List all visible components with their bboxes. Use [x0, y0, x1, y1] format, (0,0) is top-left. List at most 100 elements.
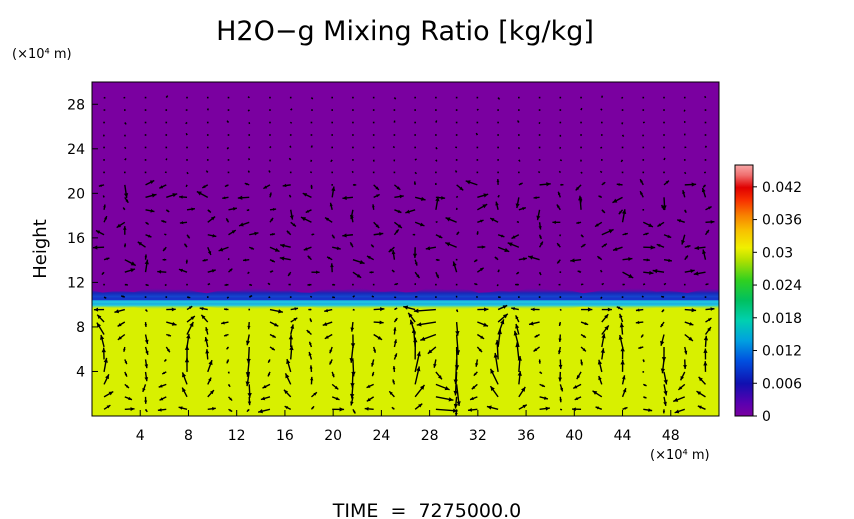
wind-vector: [392, 365, 396, 372]
wind-vector: [663, 258, 673, 263]
x-tick-label: 40: [565, 428, 583, 444]
wind-vector: [414, 384, 426, 398]
wind-vector: [124, 407, 135, 411]
wind-vector: [103, 204, 106, 210]
wind-vector: [477, 219, 484, 223]
wind-vector: [476, 96, 479, 99]
wind-vector-field: [92, 95, 715, 416]
colorbar-tick-label: 0: [762, 409, 771, 425]
wind-vector: [262, 383, 271, 389]
wind-vector: [207, 283, 211, 286]
wind-vector: [616, 306, 623, 311]
wind-vector: [616, 183, 623, 186]
wind-vector: [559, 96, 562, 99]
wind-vector: [621, 146, 624, 149]
wind-vector: [124, 146, 127, 150]
wind-vector: [352, 159, 354, 161]
wind-vector: [703, 348, 708, 360]
wind-vector: [621, 209, 627, 223]
wind-vector: [144, 408, 148, 413]
wind-vector: [497, 269, 500, 273]
wind-vector: [683, 133, 686, 136]
wind-vector: [595, 406, 603, 410]
wind-vector: [269, 96, 271, 99]
wind-vector: [643, 408, 653, 412]
wind-vector: [682, 296, 685, 299]
wind-vector: [641, 295, 644, 298]
wind-vector: [227, 159, 230, 161]
wind-vector: [558, 359, 563, 369]
wind-vector: [476, 121, 479, 124]
y-tick-label: 4: [76, 364, 85, 380]
wind-vector: [393, 184, 401, 191]
wind-vector: [123, 346, 126, 352]
wind-vector: [391, 269, 395, 273]
wind-vector: [350, 321, 355, 332]
wind-vector: [683, 159, 686, 161]
wind-vector: [574, 396, 582, 401]
wind-vector: [414, 283, 417, 286]
wind-vector: [476, 346, 483, 353]
wind-vector: [435, 109, 437, 111]
wind-vector: [394, 209, 402, 214]
y-tick-label: 16: [67, 231, 85, 247]
wind-vector: [538, 234, 542, 240]
wind-vector: [352, 408, 356, 414]
wind-vector: [206, 296, 209, 298]
wind-vector: [267, 282, 271, 286]
wind-vector: [165, 121, 168, 124]
wind-vector: [455, 146, 458, 149]
wind-vector: [558, 334, 562, 343]
wind-vector: [660, 321, 665, 328]
wind-vector: [704, 159, 707, 161]
wind-vector: [393, 353, 398, 360]
wind-vector: [412, 233, 416, 236]
wind-vector: [103, 159, 105, 161]
wind-vector: [511, 234, 520, 240]
wind-vector: [621, 96, 624, 99]
wind-vector: [663, 146, 665, 149]
wind-vector: [663, 371, 668, 385]
wind-vector: [248, 308, 251, 311]
wind-vector: [202, 258, 208, 262]
wind-vector: [663, 180, 670, 186]
wind-vector: [223, 308, 229, 311]
wind-vector: [144, 134, 147, 136]
wind-vector: [92, 245, 105, 250]
wind-vector: [705, 220, 715, 224]
wind-vector: [394, 282, 399, 286]
wind-vector: [157, 408, 167, 412]
wind-vector: [159, 396, 167, 401]
wind-vector: [527, 255, 540, 261]
wind-vector: [676, 219, 685, 223]
wind-vector: [435, 258, 440, 262]
wind-vector: [577, 270, 582, 273]
wind-vector: [497, 159, 499, 161]
wind-vector: [290, 221, 297, 228]
y-tick-label: 24: [67, 142, 85, 158]
wind-vector: [352, 308, 355, 311]
wind-vector: [144, 321, 148, 328]
wind-vector: [332, 407, 345, 412]
wind-vector: [518, 109, 520, 111]
wind-vector: [420, 333, 437, 341]
wind-vector: [580, 146, 582, 149]
wind-vector: [102, 195, 105, 198]
wind-vector: [414, 366, 421, 385]
wind-vector: [660, 334, 665, 346]
wind-vector: [242, 258, 250, 262]
wind-vector: [559, 109, 562, 111]
wind-vector: [455, 159, 458, 161]
wind-vector: [475, 296, 478, 298]
wind-vector: [124, 196, 129, 204]
wind-vector: [269, 146, 272, 149]
wind-vector: [601, 243, 608, 248]
wind-vector: [684, 209, 687, 214]
wind-vector: [93, 307, 105, 312]
wind-vector: [435, 171, 437, 174]
wind-vector: [331, 134, 333, 136]
wind-vector: [600, 348, 605, 360]
wind-vector: [663, 109, 665, 111]
wind-vector: [600, 121, 603, 124]
wind-vector: [639, 178, 644, 186]
